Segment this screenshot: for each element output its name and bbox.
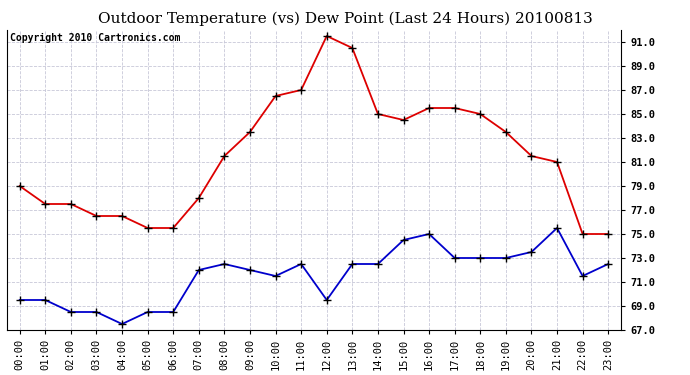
Text: Outdoor Temperature (vs) Dew Point (Last 24 Hours) 20100813: Outdoor Temperature (vs) Dew Point (Last… — [97, 11, 593, 26]
Text: Copyright 2010 Cartronics.com: Copyright 2010 Cartronics.com — [10, 33, 180, 43]
